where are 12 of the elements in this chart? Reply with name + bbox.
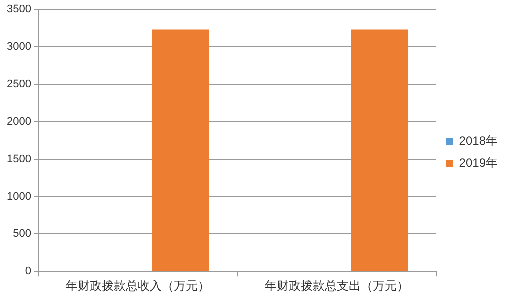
y-tick-label: 0 [25, 266, 32, 278]
legend-label: 2019年 [459, 156, 498, 170]
y-tick-label: 3000 [6, 41, 32, 54]
y-tick-label: 3500 [6, 4, 32, 16]
y-tick-label: 1000 [6, 190, 32, 203]
y-tick-label: 500 [13, 228, 32, 240]
x-tick-label: 年财政拨款总支出（万元） [264, 279, 409, 294]
x-tick-label: 年财政拨款总收入（万元） [66, 279, 210, 294]
y-tick-label: 2000 [6, 116, 32, 128]
y-tick-label: 2500 [6, 78, 32, 90]
y-tick-label: 1500 [6, 153, 32, 166]
legend-label: 2018年 [459, 134, 498, 148]
